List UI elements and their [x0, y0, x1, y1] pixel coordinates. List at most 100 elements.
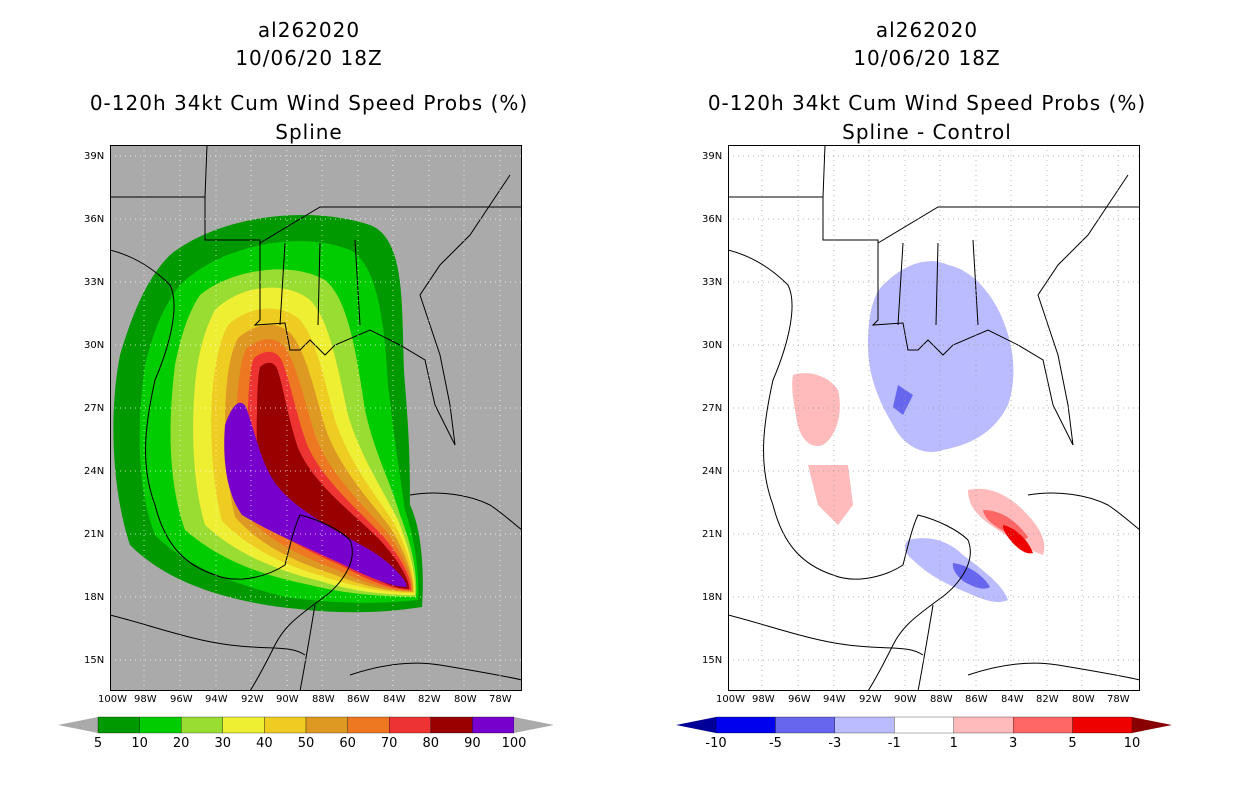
lon-label: 98W	[752, 694, 775, 705]
legend-label: 90	[464, 736, 481, 751]
lon-label: 82W	[418, 694, 441, 705]
subtitle: Spline - Control	[842, 120, 1012, 144]
legend-color-box	[389, 716, 431, 734]
lon-label: 92W	[859, 694, 882, 705]
lat-label: 30N	[84, 340, 105, 351]
lon-label: 82W	[1036, 694, 1059, 705]
probability-color-legend	[58, 716, 554, 734]
difference-map	[728, 145, 1140, 691]
legend-below-arrow	[676, 717, 716, 733]
difference-color-legend	[676, 716, 1172, 734]
legend-color-box	[472, 716, 515, 734]
legend-label: -1	[887, 736, 901, 751]
legend-color-box	[264, 716, 307, 734]
lat-label: 18N	[702, 592, 723, 603]
legend-above-arrow	[1132, 717, 1172, 733]
legend-label: -3	[828, 736, 842, 751]
lat-label: 33N	[702, 277, 723, 288]
lon-label: 84W	[1001, 694, 1024, 705]
lon-label: 92W	[241, 694, 264, 705]
lon-label: 94W	[205, 694, 228, 705]
lon-label: 84W	[383, 694, 406, 705]
lat-label: 24N	[702, 466, 723, 477]
map-frame	[110, 145, 522, 691]
lon-label: 78W	[489, 694, 512, 705]
legend-color-box	[347, 716, 390, 734]
legend-color-box	[139, 716, 182, 734]
legend-label: 10	[1123, 736, 1141, 751]
lat-label: 33N	[84, 277, 105, 288]
storm-id-title: al262020	[875, 18, 979, 42]
left-panel: al262020 10/06/20 18Z 0-120h 34kt Cum Wi…	[58, 18, 554, 751]
lat-label: 39N	[84, 151, 105, 162]
lat-label: 21N	[702, 529, 723, 540]
legend-color-box	[97, 716, 140, 734]
legend-color-box	[1012, 716, 1073, 734]
lon-label: 88W	[930, 694, 953, 705]
legend-label: 50	[297, 736, 315, 751]
legend-color-box	[181, 716, 223, 734]
probability-map	[110, 145, 522, 691]
legend-label: 20	[172, 736, 190, 751]
lat-label: 18N	[84, 592, 105, 603]
lon-label: 80W	[454, 694, 477, 705]
legend-label: 40	[256, 736, 273, 751]
lat-label: 15N	[84, 655, 105, 666]
lat-label: 39N	[702, 151, 723, 162]
legend-color-box	[1072, 716, 1133, 734]
map-frame	[728, 145, 1140, 691]
lon-label: 96W	[788, 694, 811, 705]
lat-label: 36N	[84, 214, 105, 225]
lon-label: 90W	[276, 694, 299, 705]
legend-label: 5	[93, 736, 103, 751]
product-title: 0-120h 34kt Cum Wind Speed Probs (%)	[89, 91, 529, 115]
lat-label: 27N	[702, 403, 723, 414]
legend-color-box	[715, 716, 776, 734]
lat-label: 15N	[702, 655, 723, 666]
coastlines	[110, 145, 522, 691]
legend-label: 60	[339, 736, 356, 751]
legend-color-box	[222, 716, 265, 734]
legend-label: 10	[131, 736, 148, 751]
legend-label: 5	[1068, 736, 1077, 751]
lon-label: 88W	[312, 694, 335, 705]
legend-label: 3	[1009, 736, 1018, 751]
probability-bands	[113, 215, 423, 613]
datetime-title: 10/06/20 18Z	[235, 46, 383, 70]
positive-area	[792, 373, 840, 446]
lon-label: 86W	[965, 694, 988, 705]
legend-label: 1	[949, 736, 958, 751]
legend-color-box	[430, 716, 473, 734]
lon-label: 100W	[716, 694, 745, 705]
legend-color-box	[834, 716, 895, 734]
lat-label: 36N	[702, 214, 723, 225]
legend-label: -10	[705, 736, 727, 751]
storm-id-title: al262020	[257, 18, 361, 42]
lat-label: 27N	[84, 403, 105, 414]
positive-area-strong	[1003, 525, 1033, 554]
lat-lon-grid	[728, 145, 1140, 691]
positive-area	[808, 465, 853, 525]
legend-label: 80	[422, 736, 440, 751]
lon-label: 100W	[98, 694, 127, 705]
lat-label: 21N	[84, 529, 105, 540]
lon-label: 86W	[347, 694, 370, 705]
legend-label: 100	[501, 736, 527, 751]
negative-area-strong	[952, 563, 990, 589]
band-100	[224, 402, 407, 587]
legend-above-arrow	[514, 717, 554, 733]
lon-label: 94W	[823, 694, 846, 705]
negative-area-strong	[893, 385, 913, 415]
lon-label: 98W	[134, 694, 157, 705]
right-panel: al262020 10/06/20 18Z 0-120h 34kt Cum Wi…	[618, 0, 1236, 800]
legend-color-box	[305, 716, 348, 734]
legend-below-arrow	[58, 717, 98, 733]
lon-label: 78W	[1107, 694, 1130, 705]
datetime-title: 10/06/20 18Z	[853, 46, 1001, 70]
legend-label: -5	[768, 736, 782, 751]
legend-label: 70	[380, 736, 398, 751]
lon-label: 80W	[1072, 694, 1095, 705]
lat-label: 30N	[702, 340, 723, 351]
lon-label: 96W	[170, 694, 193, 705]
lat-lon-grid	[110, 145, 522, 691]
